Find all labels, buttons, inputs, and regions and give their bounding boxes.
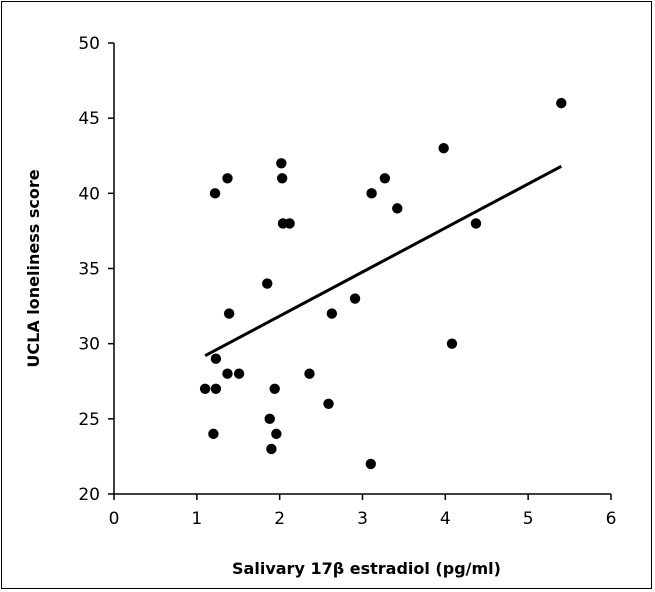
data-point [208, 428, 219, 440]
data-point [209, 188, 221, 199]
y-tick-label: 20 [78, 485, 100, 505]
data-point [269, 383, 280, 394]
x-tick-label: 1 [191, 509, 202, 529]
data-point [365, 458, 376, 470]
y-tick-label: 45 [78, 109, 100, 129]
data-points [199, 97, 567, 470]
data-point [276, 173, 288, 184]
y-tick-label: 35 [78, 260, 100, 280]
data-point [264, 413, 275, 425]
data-point [438, 143, 449, 154]
x-tick-label: 0 [109, 509, 120, 529]
data-point [266, 443, 277, 455]
data-point [366, 188, 377, 199]
data-point [210, 353, 222, 364]
data-point [349, 293, 361, 304]
data-point [379, 173, 391, 184]
x-tick-label: 6 [606, 509, 617, 529]
data-point [233, 368, 245, 379]
data-point [304, 368, 315, 379]
y-axis-title: UCLA loneliness score [24, 169, 43, 367]
x-axis-title: Salivary 17β estradiol (pg/ml) [232, 559, 501, 578]
y-tick-label: 30 [78, 335, 100, 355]
data-point [284, 218, 295, 229]
data-point [276, 158, 287, 169]
data-point [223, 308, 235, 319]
x-tick-label: 5 [523, 509, 534, 529]
x-tick-label: 2 [274, 509, 285, 529]
data-point [199, 383, 211, 394]
data-point [271, 428, 282, 440]
trend-line [204, 164, 563, 358]
y-tick-label: 40 [78, 184, 100, 204]
x-tick-label: 4 [440, 509, 451, 529]
data-point [222, 368, 233, 379]
data-point [210, 383, 222, 394]
y-tick-label: 25 [78, 410, 100, 430]
data-point [262, 278, 273, 289]
x-tick-label: 3 [357, 509, 368, 529]
data-point [326, 308, 338, 319]
data-point [556, 97, 567, 109]
data-point [446, 338, 458, 349]
y-tick-label: 50 [78, 34, 100, 54]
axes [113, 43, 611, 495]
data-point [392, 203, 403, 214]
data-point [470, 218, 482, 229]
data-point [323, 398, 334, 409]
data-point [222, 173, 233, 184]
